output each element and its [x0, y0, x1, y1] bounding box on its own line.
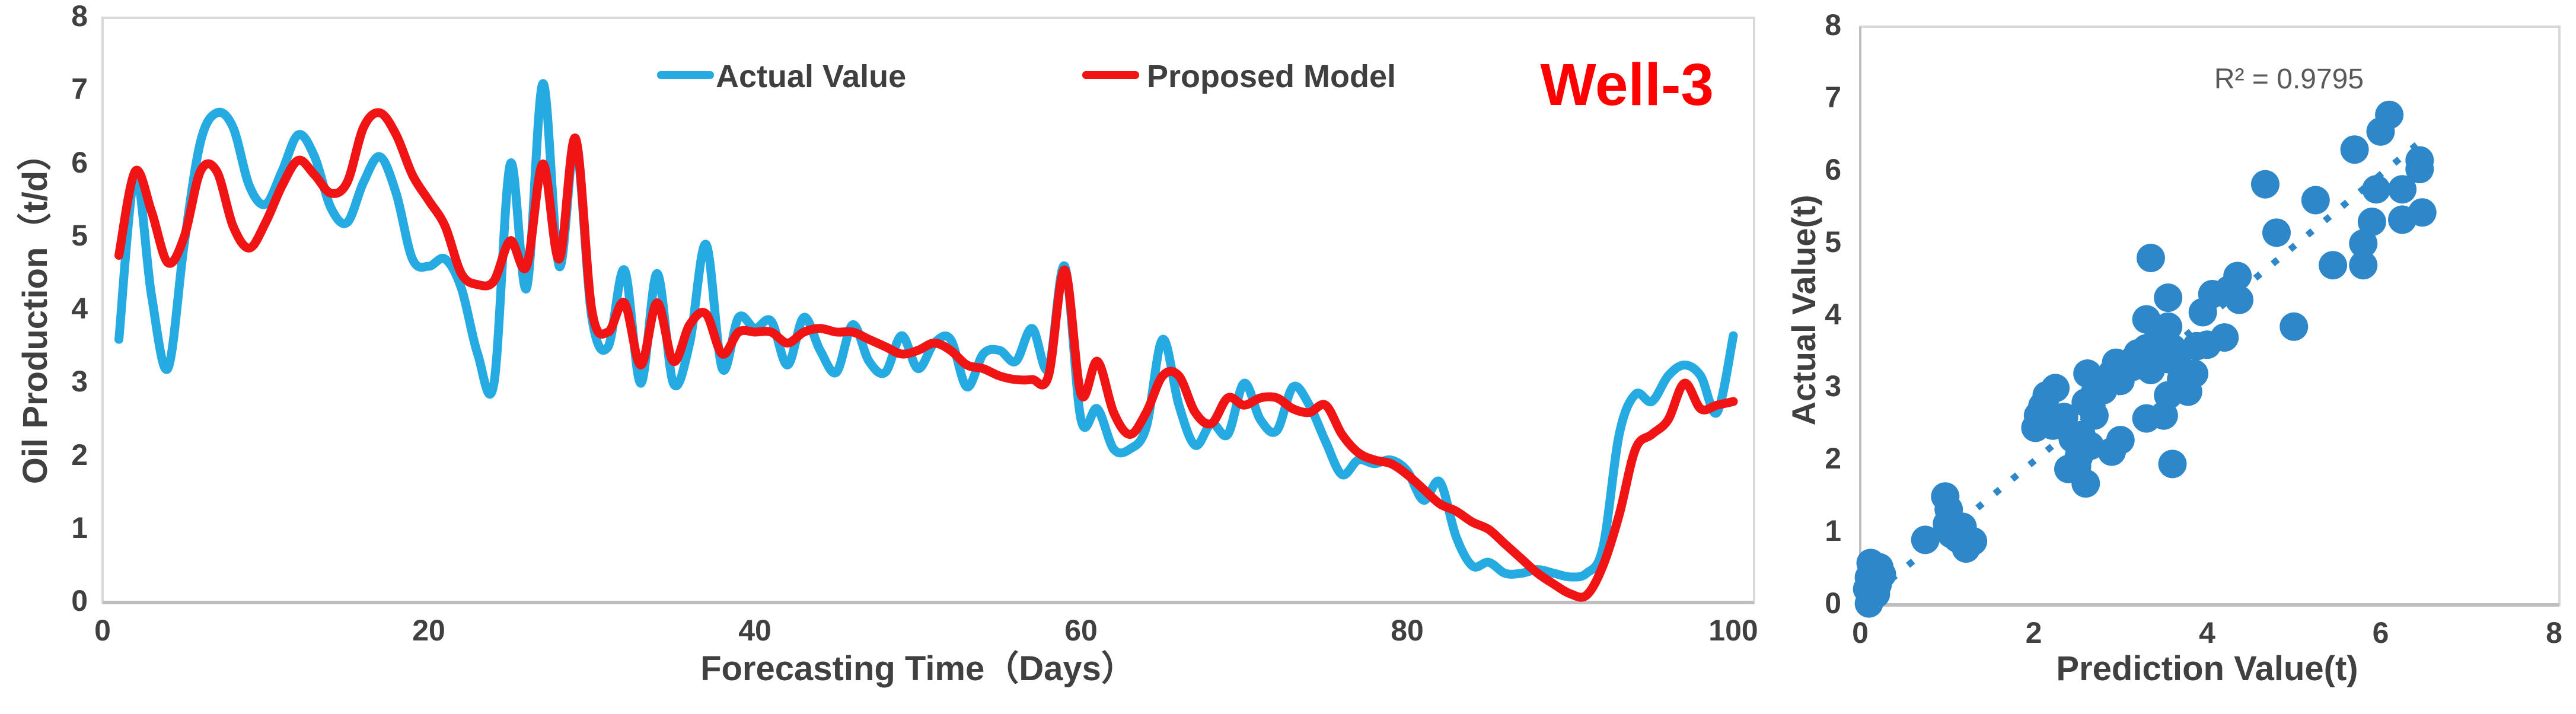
scatter-point [2180, 359, 2209, 388]
right-chart-y-tick: 5 [1825, 225, 1841, 259]
scatter-point [2136, 244, 2165, 272]
scatter-point [2154, 312, 2183, 341]
scatter-point [2158, 450, 2187, 479]
right-chart-x-tick: 4 [2199, 616, 2215, 649]
series-actual-value [114, 79, 1738, 582]
scatter-point [2223, 262, 2252, 291]
right-chart-x-tick: 8 [2546, 616, 2562, 649]
scatter-point [2362, 175, 2391, 204]
left-chart-y-tick: 4 [71, 292, 88, 325]
legend-swatch-actual [657, 71, 714, 79]
left-chart-x-tick: 60 [1064, 614, 1098, 647]
left-chart-x-tick: 20 [412, 614, 445, 647]
left-chart-x-tick: 100 [1708, 614, 1758, 647]
legend-label-model: Proposed Model [1147, 59, 1397, 94]
scatter-point [2049, 403, 2078, 432]
left-chart-y-tick: 7 [71, 72, 88, 106]
scatter-point [2408, 198, 2437, 227]
scatter-point [1959, 527, 1988, 556]
scatter-point [2349, 229, 2378, 258]
legend-label-actual: Actual Value [716, 59, 907, 94]
scatter-point [2071, 469, 2100, 498]
scatter-point [2041, 374, 2070, 403]
right-chart-y-tick: 1 [1825, 514, 1841, 548]
right-chart-x-tick: 2 [2025, 616, 2042, 649]
scatter-point [2279, 312, 2309, 341]
scatter-point [2073, 359, 2102, 388]
legend-swatch-model [1082, 71, 1139, 79]
scatter-point [2154, 283, 2183, 313]
left-chart-y-tick: 5 [71, 218, 88, 252]
right-x-axis-title: Prediction Value(t) [2056, 649, 2358, 688]
scatter-point [2319, 251, 2348, 280]
r-squared-annotation: R² = 0.9795 [2214, 63, 2364, 95]
series-proposed-model [114, 108, 1738, 602]
left-chart-y-tick: 8 [71, 0, 88, 33]
scatter-point [2349, 251, 2378, 280]
scatter-point [1911, 525, 1940, 554]
right-chart-y-tick: 3 [1825, 369, 1841, 403]
scatter-point [2262, 218, 2291, 247]
scatter-point [2136, 355, 2165, 384]
scatter-point [2225, 285, 2254, 314]
left-chart-y-tick: 2 [71, 438, 88, 471]
well-label: Well-3 [1540, 52, 1714, 118]
scatter-point [2388, 175, 2417, 204]
left-chart-x-tick: 40 [738, 614, 771, 647]
scatter-point [2375, 100, 2404, 129]
left-chart-y-tick: 6 [71, 145, 88, 179]
scatter-point [2357, 208, 2386, 237]
left-chart-y-tick: 3 [71, 365, 88, 399]
right-chart-y-tick: 6 [1825, 152, 1841, 186]
left-chart-y-tick: 0 [71, 584, 88, 617]
scatter-point [2250, 170, 2279, 199]
left-chart-x-tick: 0 [94, 614, 111, 647]
right-chart-y-tick: 4 [1825, 297, 1841, 331]
right-chart-y-tick: 0 [1825, 586, 1841, 620]
scatter-point [2076, 431, 2105, 460]
scatter-point [2080, 401, 2109, 430]
line-chart-plot-frame [101, 17, 1755, 604]
left-x-axis-title: Forecasting Time（Days） [700, 649, 1136, 688]
right-chart-y-tick: 2 [1825, 442, 1841, 476]
left-chart-y-tick: 1 [71, 511, 88, 544]
scatter-point [2188, 298, 2217, 327]
scatter-point [2106, 426, 2135, 455]
right-chart-x-tick: 0 [1852, 616, 1869, 649]
scatter-point [2405, 155, 2434, 184]
right-chart-x-tick: 6 [2372, 616, 2389, 649]
right-chart-y-tick: 7 [1825, 80, 1841, 114]
scatter-point [2301, 186, 2330, 215]
scatter-point [2340, 135, 2369, 164]
left-chart-x-tick: 80 [1391, 614, 1424, 647]
right-chart-y-tick: 8 [1825, 8, 1841, 42]
scatter-point [1867, 560, 1896, 589]
scatter-point [2132, 305, 2161, 334]
scatter-point [2210, 323, 2239, 352]
